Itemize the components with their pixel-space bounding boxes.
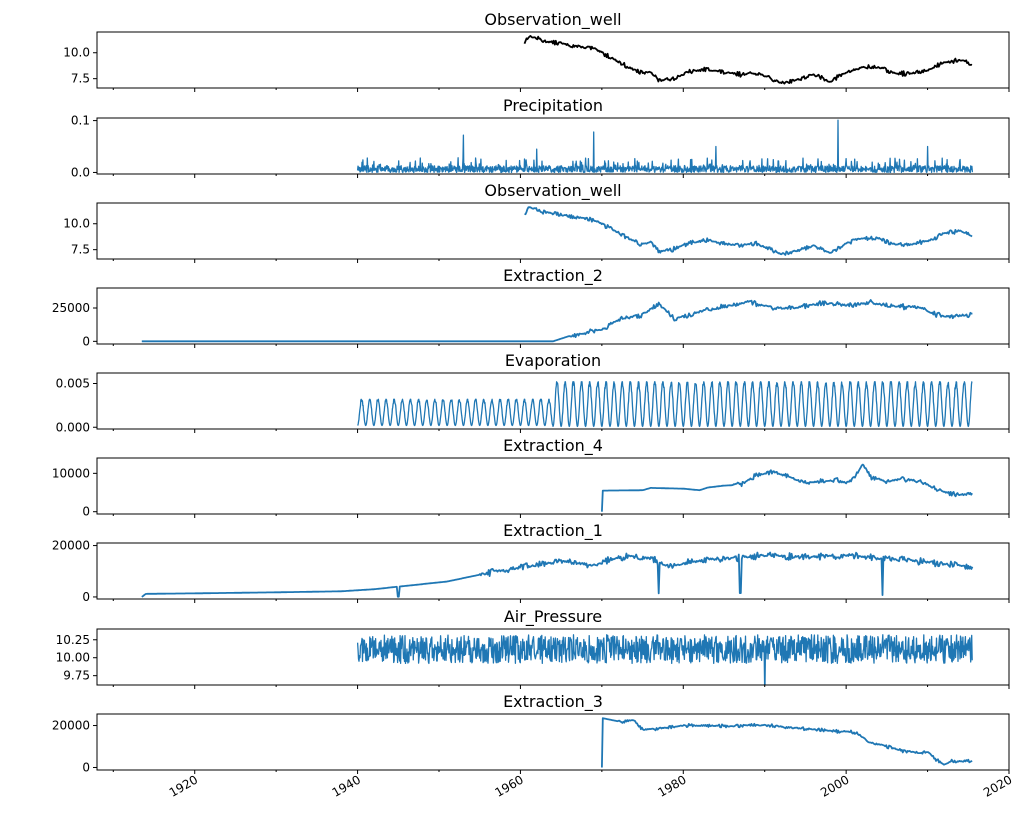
series-line <box>601 717 973 768</box>
y-tick-label: 9.75 <box>63 669 90 683</box>
axes-frame <box>96 372 1010 430</box>
y-tick-label: 10.00 <box>56 651 90 665</box>
panel-title: Extraction_2 <box>503 266 603 286</box>
panel-3: Extraction_2 0 25000 <box>52 266 1010 348</box>
y-tick-label: 20000 <box>52 719 90 733</box>
series-line <box>141 299 973 343</box>
panel-title: Precipitation <box>503 96 603 115</box>
y-tick-label: 0.000 <box>56 420 90 434</box>
panel-title: Evaporation <box>505 351 601 370</box>
panel-title: Observation_well <box>484 181 621 201</box>
axes-frame <box>96 31 1010 89</box>
panel-title: Extraction_3 <box>503 692 603 712</box>
y-tick-label: 0.0 <box>71 165 90 179</box>
y-tick-label: 10.0 <box>63 46 90 60</box>
axes-frame <box>96 202 1010 260</box>
panel-title: Extraction_4 <box>503 436 603 456</box>
series-line <box>141 551 974 598</box>
axes-frame <box>96 117 1010 175</box>
panel-0: Observation_well 7.5 10.0 <box>63 10 1010 92</box>
y-tick-label: 25000 <box>52 301 90 315</box>
panel-5: Extraction_4 0 10000 <box>52 436 1010 519</box>
series-line <box>523 35 973 85</box>
panel-4: Evaporation 0.000 0.005 <box>56 351 1010 434</box>
x-tick-label: 1940 <box>330 772 363 799</box>
y-tick-label: 0 <box>82 334 90 348</box>
axes-frame <box>96 713 1010 771</box>
panel-2: Observation_well 7.5 10.0 <box>63 181 1010 263</box>
panel-8: Extraction_3 0 20000 <box>52 692 1010 774</box>
series-line <box>356 119 974 174</box>
x-tick-label: 1980 <box>655 772 688 799</box>
y-tick-label: 10.25 <box>56 633 90 647</box>
panel-title: Observation_well <box>484 10 621 30</box>
panel-6: Extraction_1 0 20000 <box>52 521 1010 604</box>
y-tick-label: 0 <box>82 760 90 774</box>
x-tick-label: 2020 <box>981 772 1014 799</box>
panel-title: Air_Pressure <box>504 607 602 627</box>
y-tick-label: 0.1 <box>71 114 90 128</box>
x-tick-label: 2000 <box>818 772 851 799</box>
axes-frame <box>96 628 1010 686</box>
series-line <box>357 381 973 428</box>
y-tick-label: 10000 <box>52 466 90 480</box>
x-tick-label: 1960 <box>492 772 525 799</box>
axes-frame <box>96 457 1010 515</box>
y-tick-label: 10.0 <box>63 217 90 231</box>
panel-title: Extraction_1 <box>503 521 603 541</box>
panel-7: Air_Pressure 9.75 10.00 10.25 <box>56 607 1010 689</box>
y-tick-label: 7.5 <box>71 243 90 257</box>
y-tick-label: 20000 <box>52 539 90 553</box>
y-tick-label: 7.5 <box>71 72 90 86</box>
panel-1: Precipitation 0.0 0.1 <box>71 96 1010 179</box>
x-tick-label: 1920 <box>167 772 200 799</box>
y-tick-label: 0 <box>82 505 90 519</box>
axes-frame <box>96 542 1010 600</box>
y-tick-label: 0 <box>82 590 90 604</box>
series-line <box>601 463 973 512</box>
y-tick-label: 0.005 <box>56 377 90 391</box>
series-line <box>524 206 973 256</box>
series-line <box>356 634 973 685</box>
axes-frame <box>96 287 1010 345</box>
